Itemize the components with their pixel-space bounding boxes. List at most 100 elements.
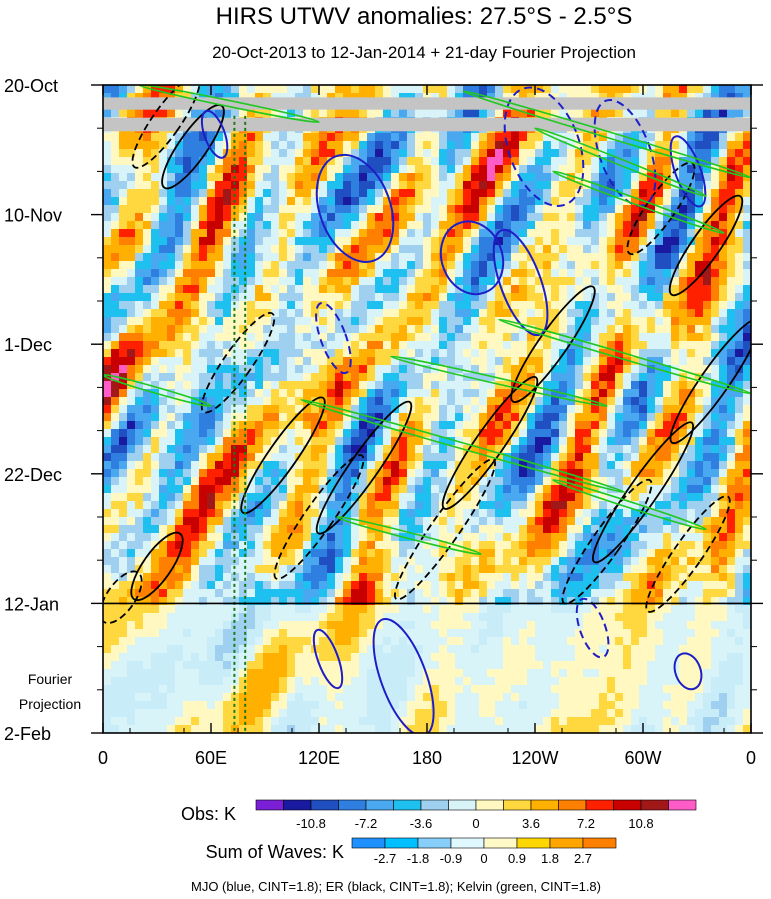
y-axis: 20-Oct 10-Nov 1-Dec 22-Dec 12-Jan 2-Feb [4, 76, 763, 744]
kelvin-contour-4 [498, 318, 751, 395]
er-contour-2 [200, 312, 276, 414]
kelvin-contour-6 [138, 85, 320, 124]
er-contour-5 [315, 400, 413, 535]
mjo-contour-7 [372, 617, 435, 733]
waves-level-label-6: 2.7 [574, 851, 592, 866]
waves-color-box-2 [417, 837, 452, 849]
kelvin-contour-9 [336, 515, 482, 556]
y-tick-label-3: 22-Dec [4, 465, 62, 485]
kelvin-contour-1 [534, 127, 707, 198]
er-contour-3 [240, 396, 326, 515]
mjo-contour-0 [200, 109, 229, 159]
er-contour-12 [669, 318, 751, 445]
missing-band-1 [103, 117, 751, 132]
obs-color-box-12 [585, 799, 614, 811]
obs-level-label-1: -7.2 [355, 816, 377, 831]
x-tick-label-6: 0 [746, 748, 756, 768]
waves-colorbar-label: Sum of Waves: K [206, 842, 344, 862]
x-axis: 0 60E 120E 180 120W 60W 0 [98, 85, 756, 768]
kelvin-contour-3 [300, 398, 626, 494]
obs-color-box-9 [503, 799, 532, 811]
obs-color-box-13 [613, 799, 642, 811]
obs-color-box-5 [393, 799, 422, 811]
er-contour-15 [130, 531, 184, 602]
obs-level-label-3: 0 [472, 816, 479, 831]
waves-color-box-4 [483, 837, 518, 849]
anomaly-field [103, 85, 751, 733]
mjo-contours [200, 86, 707, 733]
kelvin-contour-0 [462, 90, 751, 179]
obs-color-box-2 [310, 799, 339, 811]
obs-color-box-0 [255, 799, 284, 811]
obs-colorbar: -10.8 -7.2 -3.6 0 3.6 7.2 10.8 [255, 799, 697, 831]
waves-color-box-5 [516, 837, 551, 849]
legend-footer: MJO (blue, CINT=1.8); ER (black, CINT=1.… [191, 879, 601, 894]
waves-level-label-5: 1.8 [541, 851, 559, 866]
missing-band-0 [103, 97, 751, 110]
x-tick-label-1: 60E [195, 748, 227, 768]
x-tick-label-4: 120W [511, 748, 558, 768]
y-tick-label-2: 1-Dec [4, 335, 52, 355]
chart-title: HIRS UTWV anomalies: 27.5°S - 2.5°S [216, 3, 633, 30]
x-tick-label-3: 180 [412, 748, 442, 768]
waves-color-box-7 [582, 837, 617, 849]
obs-level-label-6: 10.8 [628, 816, 653, 831]
er-contour-8 [510, 285, 596, 404]
waves-color-box-1 [384, 837, 419, 849]
obs-color-box-6 [420, 799, 449, 811]
y-tick-label-4: 12-Jan [4, 594, 59, 614]
projection-label-line1: Fourier [28, 671, 73, 687]
waves-level-label-0: -2.7 [374, 851, 396, 866]
obs-color-box-4 [365, 799, 394, 811]
waves-color-box-0 [351, 837, 386, 849]
mjo-contour-11 [669, 135, 707, 208]
obs-level-label-0: -10.8 [296, 816, 326, 831]
obs-color-box-3 [338, 799, 367, 811]
y-tick-label-0: 20-Oct [4, 76, 58, 96]
waves-level-label-2: -0.9 [440, 851, 462, 866]
obs-color-box-15 [668, 799, 697, 811]
obs-level-label-5: 7.2 [577, 816, 595, 831]
mjo-contour-4 [503, 86, 585, 207]
kelvin-contour-8 [552, 479, 707, 531]
y-tick-label-1: 10-Nov [4, 206, 62, 226]
obs-color-box-8 [475, 799, 504, 811]
mjo-contour-2 [439, 220, 505, 296]
mjo-contour-6 [315, 301, 352, 375]
waves-colorbar: -2.7 -1.8 -0.9 0 0.9 1.8 2.7 [351, 837, 617, 866]
er-contour-11 [645, 495, 731, 613]
missing-data-bands [103, 97, 751, 132]
projection-label-line2: Projection [19, 696, 81, 712]
mjo-contour-9 [575, 597, 610, 659]
x-tick-label-0: 0 [98, 748, 108, 768]
mjo-contour-1 [315, 153, 395, 263]
er-contour-4 [273, 454, 365, 580]
waves-color-box-6 [549, 837, 584, 849]
mjo-contour-8 [312, 628, 344, 690]
obs-color-box-11 [558, 799, 587, 811]
er-contour-0 [131, 85, 201, 169]
obs-level-label-2: -3.6 [410, 816, 432, 831]
kelvin-contours [103, 85, 751, 556]
kelvin-contour-5 [390, 355, 608, 407]
obs-color-box-14 [640, 799, 669, 811]
obs-color-box-7 [448, 799, 477, 811]
waves-level-label-1: -1.8 [407, 851, 429, 866]
chart-subtitle: 20-Oct-2013 to 12-Jan-2014 + 21-day Four… [212, 43, 636, 62]
x-tick-label-5: 60W [624, 748, 661, 768]
y-tick-label-5: 2-Feb [4, 724, 51, 744]
obs-color-box-10 [530, 799, 559, 811]
mjo-contour-10 [673, 652, 703, 691]
x-tick-label-2: 120E [298, 748, 340, 768]
plot-area [103, 85, 751, 733]
er-contour-10 [592, 421, 694, 564]
obs-color-box-1 [283, 799, 312, 811]
er-contour-14 [668, 194, 744, 297]
guide-lines [233, 115, 247, 733]
waves-color-box-3 [450, 837, 485, 849]
er-contour-6 [394, 458, 496, 601]
waves-level-label-3: 0 [480, 851, 487, 866]
kelvin-contour-2 [552, 170, 725, 235]
obs-colorbar-label: Obs: K [181, 804, 236, 824]
